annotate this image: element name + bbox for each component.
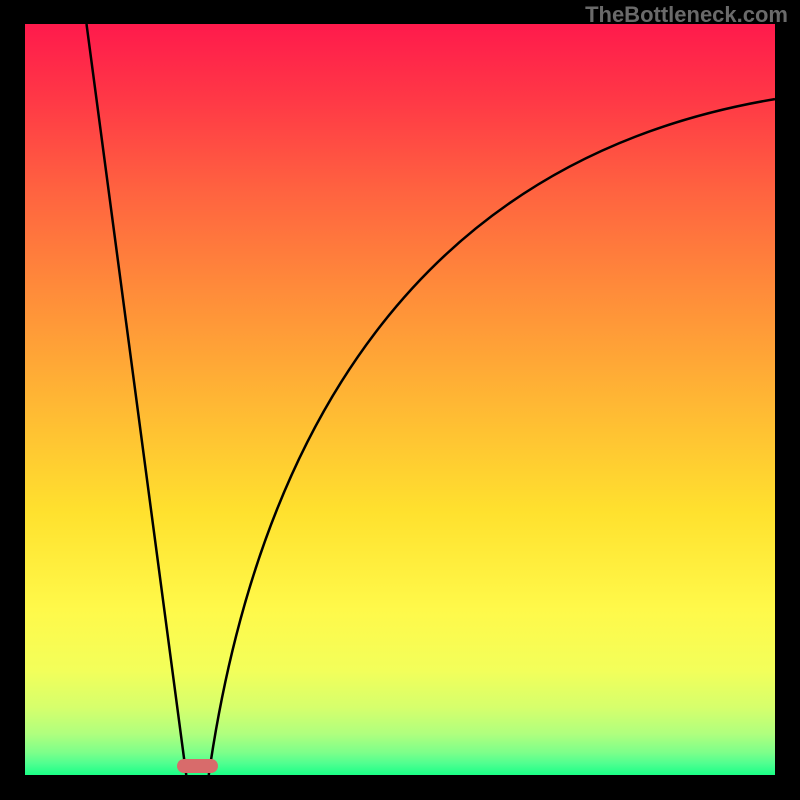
bottleneck-curve — [25, 24, 775, 775]
watermark-text: TheBottleneck.com — [585, 2, 788, 28]
plot-frame — [25, 24, 775, 775]
optimum-marker — [177, 759, 218, 773]
